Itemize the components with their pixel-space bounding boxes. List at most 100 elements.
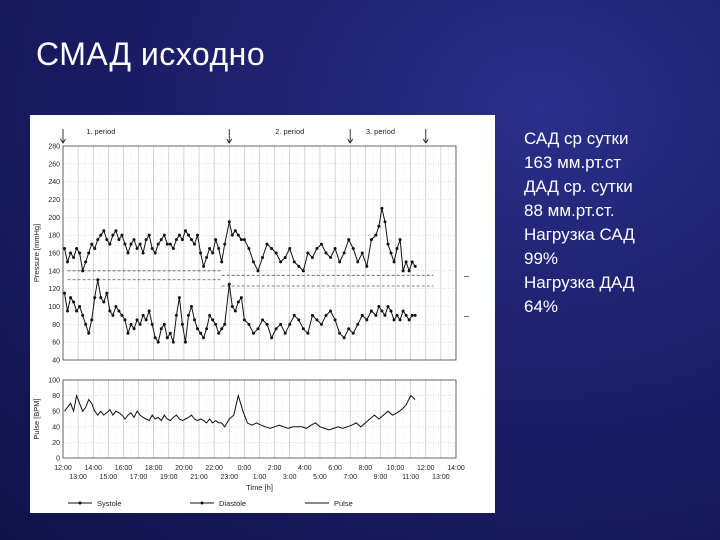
diastole-point — [78, 305, 82, 308]
systole-point — [120, 233, 124, 237]
pressure-ytick-label: 80 — [52, 322, 60, 329]
diastole-point — [333, 318, 337, 322]
diastole-point — [220, 327, 224, 331]
systole-point — [205, 255, 209, 259]
systole-point — [211, 251, 215, 255]
diastole-point — [315, 318, 319, 322]
abpm-chart: 40 60 80 100 120 140 160 180 200 220 240 260 280 0 20 4… — [32, 127, 469, 508]
diastole-point — [69, 296, 73, 300]
systole-point — [123, 242, 127, 246]
systole-point — [202, 264, 206, 268]
pressure-ylabel: Pressure [mmHg] — [32, 224, 41, 282]
pressure-ytick-label: 220 — [48, 197, 60, 204]
systole-point — [360, 251, 364, 255]
xtick-label-top: 16:00 — [115, 465, 133, 472]
systole-point — [386, 242, 390, 246]
systole-point — [208, 247, 212, 251]
diastole-point — [395, 313, 399, 317]
systole-point — [90, 242, 94, 246]
diastole-point — [180, 322, 184, 326]
systole-point — [377, 224, 381, 228]
pressure-ytick-label: 120 — [48, 286, 60, 293]
xtick-label-top: 14:00 — [84, 465, 102, 472]
diastole-point — [93, 296, 97, 300]
diastole-point — [205, 327, 209, 331]
diastole-point — [183, 340, 187, 344]
diastole-point — [156, 340, 160, 344]
xtick-label-top: 22:00 — [205, 465, 223, 472]
summary-notes: САД ср сутки 163 мм.рт.ст ДАД ср. сутки … — [524, 127, 714, 319]
diastole-point — [66, 309, 70, 313]
diastole-point — [239, 296, 243, 300]
diastole-point — [360, 313, 364, 317]
systole-point — [111, 233, 115, 237]
diastole-point — [211, 318, 215, 322]
xtick-label-bottom: 5:00 — [313, 474, 327, 481]
systole-point — [117, 238, 121, 242]
diastole-point — [150, 322, 154, 326]
systole-point — [186, 233, 190, 237]
systole-point — [96, 238, 100, 242]
systole-point — [93, 247, 97, 251]
slide-title: СМАД исходно — [36, 36, 266, 72]
systole-point — [69, 251, 73, 255]
systole-point — [214, 238, 218, 242]
systole-point — [380, 206, 384, 210]
diastole-point — [217, 331, 221, 335]
diastole-point — [342, 336, 346, 340]
systole-point — [407, 269, 411, 273]
period-marker-arrow — [60, 129, 66, 144]
diastole-point — [351, 331, 355, 335]
diastole-point — [279, 322, 283, 326]
pulse-ylabel: Pulse [BPM] — [32, 398, 41, 439]
systole-point — [63, 247, 67, 251]
xtick-label-top: 8:00 — [358, 465, 372, 472]
diastole-point — [247, 322, 251, 326]
pulse-ytick-label: 60 — [52, 409, 60, 416]
xtick-label-bottom: 11:00 — [402, 474, 419, 481]
period-marker-arrow — [422, 129, 429, 144]
diastole-point — [135, 318, 139, 322]
systole-point — [236, 233, 240, 237]
systole-line — [64, 208, 416, 273]
diastole-point — [99, 296, 103, 300]
systole-point — [261, 255, 265, 259]
diastole-point — [214, 322, 218, 326]
note-line-dbp-label: ДАД ср. сутки — [524, 177, 633, 196]
diastole-point — [369, 309, 373, 313]
systole-point — [183, 229, 187, 233]
systole-point — [347, 238, 351, 242]
period-marker-arrow — [347, 129, 354, 144]
diastole-point — [75, 309, 79, 313]
pressure-ytick-label: 260 — [48, 161, 60, 168]
systole-point — [105, 238, 109, 242]
abpm-chart-panel: 40 60 80 100 120 140 160 180 200 220 240 260 280 0 20 4… — [30, 115, 495, 513]
systole-point — [297, 264, 301, 268]
xtick-label-top: 12:00 — [417, 465, 435, 472]
pulse-ytick-label: 20 — [52, 440, 60, 447]
diastole-point — [147, 309, 151, 313]
xtick-label-top: 0:00 — [238, 465, 252, 472]
systole-point — [279, 260, 283, 264]
x-axis-label: Time [h] — [246, 483, 273, 492]
systole-point — [283, 255, 287, 259]
systole-point — [306, 251, 310, 255]
systole-point — [404, 260, 408, 264]
xtick-label-bottom: 19:00 — [160, 474, 178, 481]
systole-point — [171, 247, 175, 251]
systole-point — [324, 251, 328, 255]
systole-point — [223, 242, 227, 246]
diastole-point — [193, 318, 197, 322]
diastole-point — [389, 309, 393, 313]
systole-point — [356, 260, 360, 264]
pulse-frame — [62, 379, 457, 459]
diastole-point — [233, 309, 237, 313]
diastole-point — [72, 300, 76, 304]
systole-point — [159, 238, 163, 242]
diastole-point — [288, 322, 292, 326]
diastole-point — [306, 331, 310, 335]
systole-point — [227, 220, 231, 224]
systole-point — [270, 247, 274, 251]
diastole-point — [407, 318, 411, 322]
systole-point — [193, 242, 197, 246]
